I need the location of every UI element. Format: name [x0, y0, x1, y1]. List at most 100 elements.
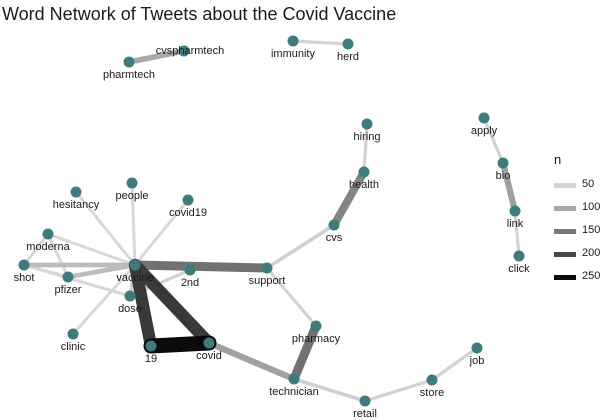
node-support — [261, 262, 273, 274]
node-bio — [497, 157, 509, 169]
edge-pharmtech-cvspharmtech — [126, 48, 187, 65]
node-label-apply: apply — [471, 125, 498, 137]
node-herd — [342, 38, 354, 50]
edge-hesitancy-vaccine — [74, 190, 137, 267]
node-label-2nd: 2nd — [181, 277, 199, 289]
node-click — [513, 250, 525, 262]
edge-health-cvs — [330, 168, 368, 229]
legend-label: 250 — [582, 270, 601, 282]
edge-people-vaccine — [130, 181, 137, 267]
edge-moderna-shot — [22, 232, 50, 267]
edge-weight-legend: n 50 100 150 200 250 — [552, 152, 600, 288]
node-label-shot: shot — [14, 272, 35, 284]
edge-vaccine-covid — [128, 258, 216, 350]
edge-immunity-herd — [291, 39, 350, 46]
edge-link-click — [513, 209, 521, 258]
node-label-retail: retail — [353, 408, 377, 420]
node-2nd — [184, 264, 196, 276]
legend-item: 50 — [552, 173, 600, 196]
legend-item: 250 — [552, 265, 600, 288]
node-label-technician: technician — [269, 386, 319, 398]
legend-label: 150 — [582, 224, 601, 236]
node-label-immunity: immunity — [271, 48, 316, 60]
node-covid — [203, 337, 215, 349]
node-label-moderna: moderna — [26, 241, 70, 253]
legend-item: 200 — [552, 242, 600, 265]
legend-swatch — [554, 275, 576, 280]
node-dose — [124, 290, 136, 302]
node-label-herd: herd — [337, 51, 359, 63]
node-pfizer — [62, 271, 74, 283]
node-label-link: link — [507, 218, 524, 230]
node-cvs — [328, 219, 340, 231]
node-label-click: click — [508, 263, 530, 275]
legend-label: 200 — [582, 247, 601, 259]
edge-bio-link — [499, 159, 519, 215]
edge-covid19-vaccine — [133, 198, 190, 267]
legend-swatch — [554, 183, 576, 188]
node-layer — [18, 35, 525, 407]
node-covid19 — [182, 194, 194, 206]
edge-retail-store — [363, 378, 434, 403]
legend-swatch — [554, 252, 576, 257]
node-label-vaccine: vaccine — [116, 272, 153, 284]
node-health — [358, 166, 370, 178]
legend-item: 150 — [552, 219, 600, 242]
node-label-bio: bio — [496, 170, 511, 182]
edge-store-job — [430, 346, 479, 382]
node-clinic — [67, 328, 79, 340]
legend-title: n — [554, 152, 562, 167]
node-job — [471, 342, 483, 354]
node-shot — [18, 259, 30, 271]
node-label-pharmtech: pharmtech — [103, 69, 155, 81]
node-immunity — [287, 35, 299, 47]
edge-vaccine-support — [130, 260, 272, 273]
edge-moderna-pfizer — [46, 232, 70, 279]
node-label-19: 19 — [145, 353, 157, 365]
edge-support-pharmacy — [265, 266, 318, 328]
node-apply — [478, 112, 490, 124]
node-link — [509, 205, 521, 217]
node-label-dose: dose — [118, 303, 142, 315]
legend-label: 100 — [582, 201, 601, 213]
node-label-hesitancy: hesitancy — [53, 199, 100, 211]
edge-layer — [21, 39, 521, 403]
node-label-cvspharmtech: cvspharmtech — [156, 45, 224, 57]
node-vaccine — [129, 259, 141, 271]
node-pharmtech — [123, 56, 135, 68]
legend-item: 100 — [552, 196, 600, 219]
node-label-support: support — [249, 275, 286, 287]
node-pharmacy — [310, 320, 322, 332]
node-people — [126, 177, 138, 189]
node-retail — [359, 395, 371, 407]
edge-covid-technician — [205, 339, 298, 383]
edge-apply-bio — [482, 116, 505, 165]
node-label-store: store — [420, 387, 444, 399]
node-moderna — [42, 228, 54, 240]
node-label-pharmacy: pharmacy — [292, 333, 341, 345]
legend-swatch — [554, 229, 576, 234]
node-label-clinic: clinic — [61, 341, 86, 353]
graph-title: Word Network of Tweets about the Covid V… — [2, 4, 397, 24]
edge-technician-retail — [292, 377, 367, 403]
node-store — [426, 374, 438, 386]
node-label-health: health — [349, 179, 379, 191]
node-19 — [145, 340, 157, 352]
edge-vaccine-clinic — [71, 263, 137, 336]
node-label-covid: covid — [196, 350, 222, 362]
edge-cvs-support — [265, 223, 336, 270]
legend-swatch — [554, 206, 576, 211]
edge-19-covid — [143, 335, 217, 354]
legend-label: 50 — [582, 178, 595, 190]
edge-moderna-vaccine — [46, 232, 137, 267]
node-hiring — [361, 118, 373, 130]
node-label-covid19: covid19 — [169, 207, 207, 219]
node-label-hiring: hiring — [354, 131, 381, 143]
node-hesitancy — [70, 186, 82, 198]
node-technician — [288, 373, 300, 385]
node-cvspharmtech — [178, 45, 190, 57]
edge-hiring-health — [362, 122, 369, 174]
node-label-pfizer: pfizer — [55, 284, 82, 296]
